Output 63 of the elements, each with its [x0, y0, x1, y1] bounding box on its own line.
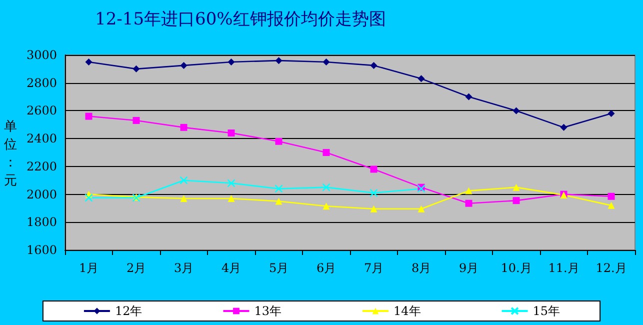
point	[512, 107, 520, 114]
point	[465, 187, 472, 194]
y-tick-label: 1800	[26, 215, 57, 230]
y-tick-label: 2200	[26, 159, 57, 174]
legend-label: 13年	[254, 304, 282, 318]
y-tick-label: 2400	[26, 132, 57, 146]
point	[608, 202, 615, 209]
x-tick-label: 8月	[411, 261, 432, 275]
point	[275, 57, 282, 64]
point	[465, 93, 472, 100]
point	[228, 58, 235, 66]
point	[418, 75, 425, 82]
y-tick-label: 2000	[26, 187, 57, 202]
point	[180, 124, 188, 131]
x-tick-label: 1月	[78, 261, 99, 275]
point	[370, 188, 378, 197]
point	[228, 194, 235, 202]
point	[228, 130, 235, 136]
y-tick-label: 2800	[26, 76, 57, 90]
legend-label: 12年	[114, 304, 142, 318]
point	[608, 110, 615, 117]
point	[180, 176, 188, 184]
x-tick-label: 5月	[268, 261, 289, 275]
point	[84, 194, 93, 202]
y-tick-label: 1600	[26, 243, 57, 257]
point	[370, 166, 378, 173]
point	[322, 58, 330, 66]
point	[227, 179, 236, 188]
x-tick-label: 6月	[316, 261, 336, 275]
point	[132, 116, 140, 124]
x-tick-label: 11.月	[548, 261, 580, 275]
x-tick-label: 3月	[174, 261, 194, 275]
point	[275, 138, 282, 145]
point	[465, 200, 472, 207]
point	[370, 62, 378, 69]
legend-label: 14年	[394, 304, 421, 318]
x-tick-label: 12.月	[596, 261, 627, 275]
y-tick-label: 2600	[26, 104, 57, 118]
point	[274, 184, 283, 193]
point	[512, 197, 520, 204]
y-tick-label: 3000	[26, 48, 57, 62]
point	[85, 112, 92, 120]
point	[512, 184, 520, 191]
point	[275, 198, 282, 205]
chart-title: 12-15年进口60%红钾报价均价走势图	[95, 10, 386, 30]
legend-label: 15年	[532, 304, 560, 318]
point	[560, 124, 568, 131]
x-tick-label: 9月	[458, 261, 479, 275]
x-tick-label: 7月	[364, 261, 384, 275]
point	[322, 149, 330, 156]
point	[608, 192, 615, 200]
point	[418, 205, 425, 212]
x-tick-label: 2月	[126, 261, 146, 275]
point	[322, 202, 330, 210]
point	[180, 62, 188, 69]
point	[322, 183, 330, 192]
x-tick-label: 10.月	[500, 261, 532, 275]
point	[370, 205, 378, 212]
point	[132, 65, 140, 72]
y-axis-title: 单位：元	[4, 120, 17, 188]
point	[180, 194, 188, 202]
point	[85, 58, 92, 66]
x-tick-label: 4月	[221, 261, 242, 275]
